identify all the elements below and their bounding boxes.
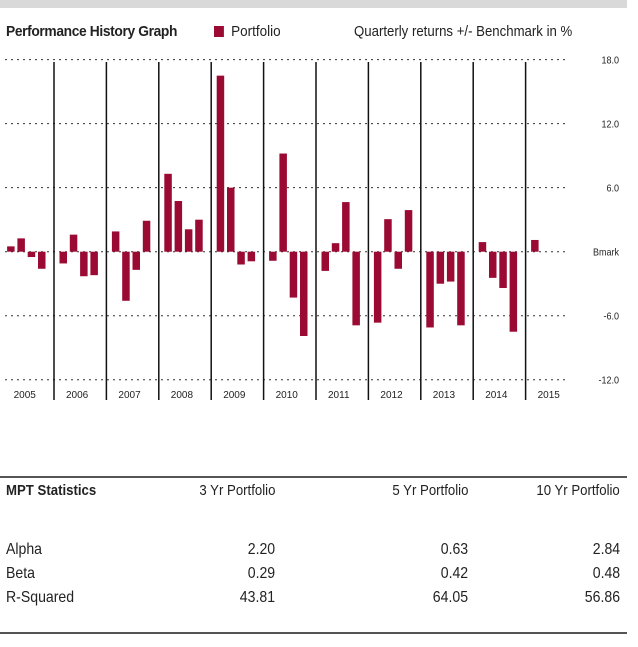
bar-2007-q1 — [111, 231, 120, 252]
bar-2011-q3 — [342, 202, 350, 252]
x-tick-label-2012: 2012 — [380, 390, 403, 401]
divider-top — [0, 476, 627, 478]
bar-2013-q1 — [426, 251, 434, 328]
value-5yr: 0.63 — [440, 541, 468, 558]
value-3yr: 0.29 — [247, 565, 275, 582]
legend: Portfolio — [214, 23, 281, 40]
bar-2015-q1 — [531, 239, 539, 252]
bar-2007-q3 — [132, 251, 140, 270]
bar-2014-q3 — [499, 251, 507, 288]
table-row-r-squared: R-Squared 43.81 64.05 56.86 — [0, 589, 620, 609]
row-label: R-Squared — [6, 589, 75, 606]
y-tick-label: 6.0 — [606, 183, 619, 195]
bar-2006-q2 — [69, 234, 78, 252]
divider-bottom — [0, 632, 627, 634]
bar-2010-q3 — [289, 251, 298, 298]
col-header-3yr: 3 Yr Portfolio — [198, 482, 275, 499]
top-bar — [0, 0, 627, 8]
value-3yr: 2.20 — [247, 541, 275, 558]
table-row-beta: Beta 0.29 0.42 0.48 — [0, 565, 620, 585]
x-tick-label-2015: 2015 — [538, 390, 561, 401]
legend-swatch-portfolio — [214, 26, 224, 37]
bar-2005-q2 — [17, 238, 25, 252]
bar-2009-q4 — [247, 251, 256, 262]
bar-2008-q2 — [174, 201, 183, 252]
row-label: Alpha — [6, 541, 43, 558]
x-tick-label-2011: 2011 — [328, 390, 350, 401]
x-tick-label-2008: 2008 — [171, 390, 194, 401]
bar-2010-q2 — [279, 153, 287, 252]
bar-2014-q2 — [489, 251, 497, 278]
x-tick-label-2014: 2014 — [485, 390, 508, 401]
y-tick-label: 18.0 — [601, 55, 619, 67]
bar-2005-q4 — [38, 251, 46, 269]
value-10yr: 56.86 — [584, 589, 620, 606]
bar-2009-q3 — [237, 251, 245, 265]
value-5yr: 0.42 — [440, 565, 468, 582]
mpt-header-row: MPT Statistics 3 Yr Portfolio 5 Yr Portf… — [0, 482, 620, 502]
bar-2013-q3 — [446, 251, 455, 282]
bar-2010-q1 — [269, 251, 277, 261]
x-tick-label-2006: 2006 — [66, 390, 89, 401]
legend-label-portfolio: Portfolio — [231, 23, 281, 40]
bar-2008-q4 — [195, 219, 203, 252]
bar-2011-q2 — [331, 243, 340, 252]
bar-2008-q1 — [164, 173, 172, 252]
bar-2012-q4 — [404, 210, 413, 252]
bar-2008-q3 — [184, 229, 193, 252]
bar-2014-q1 — [478, 242, 487, 252]
bar-2007-q4 — [142, 220, 151, 252]
col-header-10yr: 10 Yr Portfolio — [536, 482, 620, 499]
bar-2012-q3 — [394, 251, 402, 269]
mpt-title: MPT Statistics — [6, 482, 97, 499]
value-5yr: 64.05 — [432, 589, 468, 606]
y-tick-label: -6.0 — [604, 311, 619, 323]
bar-2014-q4 — [509, 251, 518, 332]
row-label: Beta — [6, 565, 35, 582]
y-tick-label: -12.0 — [599, 375, 619, 387]
bar-2011-q1 — [321, 251, 329, 271]
chart-title: Performance History Graph — [6, 23, 178, 40]
bar-2005-q3 — [27, 251, 36, 258]
x-tick-label-2007: 2007 — [118, 390, 141, 401]
col-header-5yr: 5 Yr Portfolio — [391, 482, 468, 499]
bar-2013-q4 — [457, 251, 465, 326]
x-tick-label-2005: 2005 — [14, 390, 37, 401]
y-tick-label: 12.0 — [601, 119, 619, 131]
x-tick-label-2009: 2009 — [223, 390, 246, 401]
bar-2006-q1 — [59, 251, 67, 264]
bar-2012-q1 — [373, 251, 382, 323]
bar-2006-q3 — [80, 251, 88, 277]
bar-2013-q2 — [436, 251, 445, 284]
y-tick-label: Bmark — [593, 247, 619, 259]
bar-2009-q2 — [227, 187, 235, 252]
x-tick-label-2010: 2010 — [276, 390, 299, 401]
bar-2005-q1 — [7, 246, 15, 252]
value-3yr: 43.81 — [239, 589, 275, 606]
value-10yr: 2.84 — [592, 541, 620, 558]
bar-2010-q4 — [300, 251, 308, 336]
chart-subtitle: Quarterly returns +/- Benchmark in % — [354, 23, 573, 40]
x-tick-label-2013: 2013 — [433, 390, 456, 401]
bar-2011-q4 — [352, 251, 360, 326]
bar-2009-q1 — [216, 75, 225, 252]
table-row-alpha: Alpha 2.20 0.63 2.84 — [0, 541, 620, 561]
bar-2006-q4 — [90, 251, 98, 276]
bar-2007-q2 — [122, 251, 130, 301]
bar-2012-q2 — [384, 219, 392, 252]
value-10yr: 0.48 — [592, 565, 620, 582]
performance-chart: 18.0 12.0 6.0 Bmark -6.0 -12.0 2005 2006 2007 200… — [5, 55, 619, 401]
